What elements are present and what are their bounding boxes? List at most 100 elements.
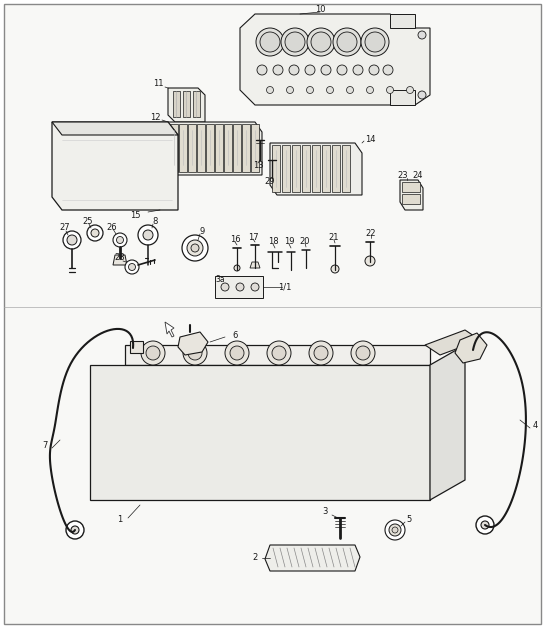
Circle shape	[385, 520, 405, 540]
Circle shape	[351, 341, 375, 365]
Circle shape	[326, 87, 334, 94]
Circle shape	[71, 526, 79, 534]
Text: 14: 14	[365, 134, 376, 144]
Text: 2: 2	[252, 553, 258, 563]
Polygon shape	[193, 91, 200, 117]
Circle shape	[289, 65, 299, 75]
Circle shape	[182, 235, 208, 261]
Polygon shape	[251, 124, 259, 172]
Circle shape	[146, 346, 160, 360]
Circle shape	[481, 521, 489, 529]
Polygon shape	[402, 194, 420, 204]
Circle shape	[225, 341, 249, 365]
Polygon shape	[302, 145, 310, 192]
Text: 11: 11	[153, 80, 164, 89]
Circle shape	[63, 231, 81, 249]
Circle shape	[361, 28, 389, 56]
Circle shape	[236, 283, 244, 291]
Polygon shape	[170, 124, 178, 172]
Polygon shape	[240, 14, 430, 105]
Circle shape	[309, 341, 333, 365]
Polygon shape	[178, 332, 208, 355]
Text: 1: 1	[117, 516, 123, 524]
Text: 26: 26	[107, 222, 117, 232]
Circle shape	[353, 65, 363, 75]
Circle shape	[386, 87, 393, 94]
Circle shape	[407, 87, 414, 94]
Polygon shape	[130, 341, 143, 353]
Polygon shape	[242, 124, 250, 172]
Polygon shape	[188, 124, 196, 172]
Circle shape	[285, 32, 305, 52]
Polygon shape	[165, 322, 174, 337]
Text: 17: 17	[247, 232, 258, 242]
Text: 22: 22	[366, 229, 376, 237]
Circle shape	[311, 32, 331, 52]
Text: 13: 13	[253, 161, 263, 170]
Polygon shape	[125, 345, 430, 365]
Polygon shape	[402, 182, 420, 192]
Text: 4: 4	[532, 421, 537, 430]
Circle shape	[234, 265, 240, 271]
Polygon shape	[390, 14, 415, 28]
Circle shape	[183, 341, 207, 365]
Polygon shape	[197, 124, 205, 172]
Polygon shape	[400, 180, 423, 210]
Text: 6: 6	[232, 330, 238, 340]
Polygon shape	[425, 330, 480, 355]
Polygon shape	[332, 145, 340, 192]
Polygon shape	[272, 145, 280, 192]
Circle shape	[117, 237, 124, 244]
Polygon shape	[206, 124, 214, 172]
Circle shape	[392, 527, 398, 533]
Circle shape	[287, 87, 294, 94]
Text: 3a: 3a	[215, 276, 225, 284]
Polygon shape	[52, 122, 178, 210]
Circle shape	[141, 341, 165, 365]
Circle shape	[230, 346, 244, 360]
Text: 10: 10	[315, 6, 325, 14]
Circle shape	[321, 65, 331, 75]
Text: 7: 7	[43, 440, 48, 450]
Polygon shape	[390, 90, 415, 105]
Circle shape	[347, 87, 354, 94]
Circle shape	[369, 65, 379, 75]
Polygon shape	[224, 124, 232, 172]
Circle shape	[191, 244, 199, 252]
Polygon shape	[168, 88, 205, 122]
Bar	[215, 276, 263, 298]
Circle shape	[307, 28, 335, 56]
Circle shape	[113, 233, 127, 247]
Text: 23: 23	[398, 171, 408, 180]
Circle shape	[273, 65, 283, 75]
Polygon shape	[179, 124, 187, 172]
Polygon shape	[455, 333, 487, 363]
Polygon shape	[90, 365, 430, 500]
Text: 27: 27	[60, 224, 70, 232]
Circle shape	[356, 346, 370, 360]
Circle shape	[260, 32, 280, 52]
Circle shape	[365, 32, 385, 52]
Circle shape	[267, 341, 291, 365]
Circle shape	[272, 346, 286, 360]
Polygon shape	[52, 122, 178, 135]
Polygon shape	[183, 91, 190, 117]
Circle shape	[333, 28, 361, 56]
Circle shape	[125, 260, 139, 274]
Circle shape	[337, 32, 357, 52]
Circle shape	[305, 65, 315, 75]
Text: 25: 25	[83, 217, 93, 227]
Circle shape	[267, 87, 274, 94]
Polygon shape	[168, 122, 262, 175]
Circle shape	[221, 283, 229, 291]
Circle shape	[251, 283, 259, 291]
Polygon shape	[265, 545, 360, 571]
Circle shape	[366, 87, 373, 94]
Polygon shape	[215, 124, 223, 172]
Text: 12: 12	[150, 114, 160, 122]
Text: 5: 5	[407, 516, 411, 524]
Text: 9: 9	[199, 227, 204, 237]
Circle shape	[383, 65, 393, 75]
Polygon shape	[233, 124, 241, 172]
Text: 18: 18	[268, 237, 278, 247]
